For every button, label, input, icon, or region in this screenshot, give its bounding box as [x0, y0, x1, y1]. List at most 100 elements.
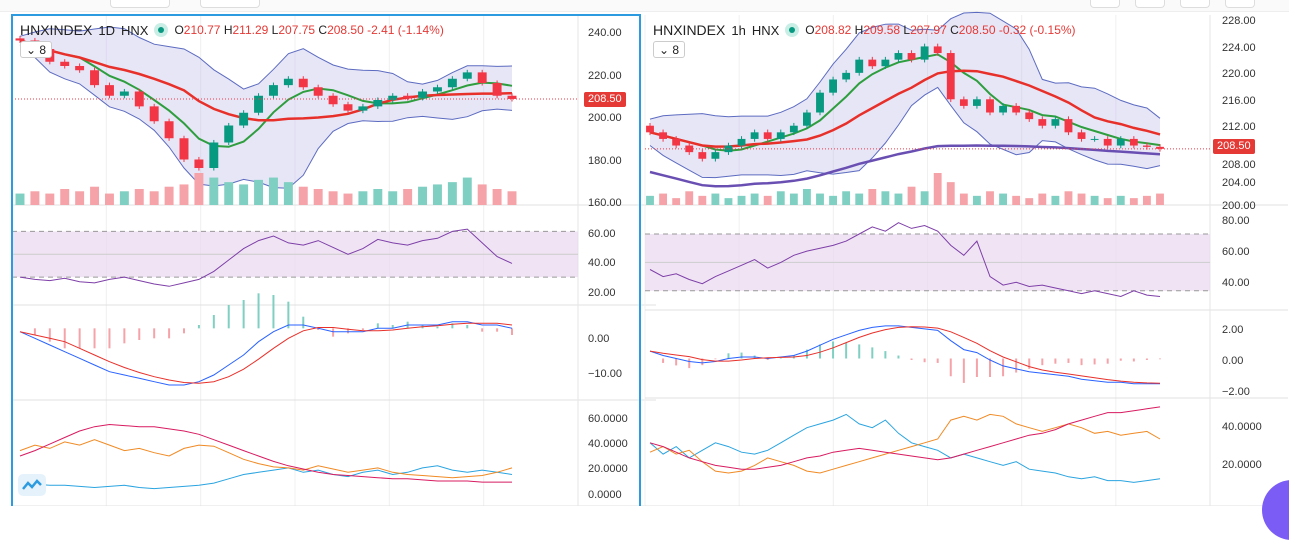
volume-bar	[313, 189, 323, 205]
exchange: HNX	[751, 22, 780, 38]
chevron-down-icon: ⌄	[659, 43, 670, 57]
toolbar-button[interactable]	[1225, 0, 1255, 8]
volume-bar	[1129, 198, 1138, 205]
candle-body	[816, 92, 824, 113]
toolbar-button[interactable]	[110, 0, 170, 8]
candle-body	[855, 59, 864, 73]
toolbar-button[interactable]	[1180, 0, 1210, 8]
candle-body	[298, 78, 308, 88]
volume-bar	[254, 179, 264, 205]
candle-body	[698, 152, 707, 159]
volume-bar	[239, 184, 249, 205]
candle-body	[462, 72, 472, 79]
macd-tick-label: −2.00	[1222, 386, 1250, 398]
interval[interactable]: 1h	[731, 22, 746, 38]
candle-body	[149, 106, 159, 122]
rsi-tick-label: 60.00	[1222, 246, 1250, 258]
volume-bar	[1051, 195, 1060, 205]
volume-bar	[1012, 195, 1021, 205]
candle-body	[907, 53, 916, 60]
indicators-toggle-button[interactable]: ⌄ 8	[20, 41, 53, 58]
macd-tick-label: 2.00	[1222, 324, 1243, 336]
volume-bar	[816, 193, 824, 205]
legend-1h: HNXINDEX 1h HNX O208.82 H209.58 L207.97 …	[653, 22, 1076, 38]
candle-body	[179, 138, 189, 160]
candle-body	[209, 142, 219, 168]
price-tick-label: 200.00	[1222, 200, 1256, 212]
rsi-tick-label: 40.00	[1222, 277, 1250, 289]
symbol-name[interactable]: HNXINDEX	[20, 22, 93, 38]
price-tick-label: 180.00	[588, 155, 622, 167]
chart-panel-1d[interactable]	[11, 14, 641, 506]
toolbar-button[interactable]	[1135, 0, 1165, 8]
volume-bar	[15, 193, 25, 205]
rsi-tick-label: 40.00	[588, 257, 616, 269]
candle-body	[868, 59, 877, 67]
dmi-tick-label: 20.0000	[1222, 459, 1262, 471]
dmi-tick-label: 40.0000	[588, 438, 628, 450]
plus-di-line	[649, 413, 1161, 483]
adx-line	[649, 406, 1161, 470]
candle-body	[999, 105, 1007, 113]
volume-bar	[789, 193, 798, 205]
volume-bar	[737, 195, 746, 205]
candle-body	[194, 159, 204, 168]
volume-bar	[403, 189, 413, 205]
candle-body	[920, 46, 929, 60]
tradingview-logo-icon[interactable]	[18, 474, 46, 496]
candle-body	[1129, 138, 1138, 146]
rsi-line	[19, 228, 513, 287]
volume-bar	[933, 173, 942, 205]
volume-bar	[803, 189, 811, 205]
volume-bar	[418, 186, 428, 205]
volume-bar	[855, 193, 864, 205]
interval[interactable]: 1D	[98, 22, 115, 38]
volume-bar	[776, 191, 785, 205]
volume-bar	[881, 191, 890, 205]
charts-canvas[interactable]: 240.00 220.00 200.00 180.00 160.00 60.00 40.00…	[0, 0, 1289, 506]
last-price-tag: 208.50	[1213, 139, 1255, 154]
volume-bar	[1038, 193, 1047, 205]
volume-bar	[672, 198, 681, 205]
last-price-tag: 208.50	[584, 92, 626, 107]
volume-bar	[1116, 195, 1125, 205]
candle-body	[358, 106, 368, 111]
candle-body	[268, 85, 278, 96]
volume-bar	[224, 182, 234, 205]
candle-body	[224, 125, 234, 143]
volume-bar	[328, 191, 338, 205]
candle-body	[313, 87, 323, 96]
price-tick-label: 212.00	[1222, 121, 1256, 133]
volume-bar	[829, 195, 837, 205]
candle-body	[750, 132, 759, 139]
candle-body	[75, 66, 85, 71]
candle-body	[1143, 145, 1151, 147]
volume-bar	[959, 193, 968, 205]
volume-bar	[149, 191, 159, 205]
toolbar-button[interactable]	[1090, 0, 1120, 8]
candle-body	[1012, 105, 1021, 113]
candle-body	[388, 95, 398, 100]
candle-body	[737, 138, 746, 146]
candle-body	[1090, 138, 1099, 140]
toolbar-button[interactable]	[200, 0, 260, 8]
volume-bar	[698, 195, 707, 205]
candle-body	[946, 53, 955, 100]
indicators-toggle-button[interactable]: ⌄ 8	[653, 41, 686, 58]
candle-body	[134, 91, 144, 107]
volume-bar	[868, 189, 877, 205]
volume-bar	[373, 189, 383, 205]
candle-body	[343, 104, 353, 111]
macd-line	[649, 325, 1160, 385]
candle-body	[119, 91, 129, 96]
candle-body	[1038, 119, 1047, 126]
volume-bar	[999, 193, 1007, 205]
candle-body	[254, 95, 264, 113]
symbol-name[interactable]: HNXINDEX	[653, 22, 726, 38]
volume-bar	[119, 191, 129, 205]
volume-bar	[1156, 193, 1164, 205]
dmi-tick-label: 20.0000	[588, 463, 628, 475]
candle-body	[60, 61, 70, 66]
dmi-tick-label: 40.0000	[1222, 421, 1262, 433]
bollinger-lower	[649, 86, 1161, 179]
